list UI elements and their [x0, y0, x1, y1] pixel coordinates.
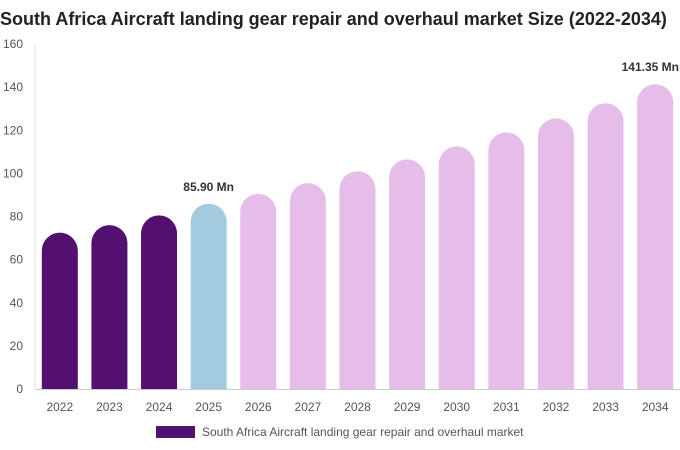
legend-label: South Africa Aircraft landing gear repai… [202, 425, 524, 439]
x-axis: 2022 2023 2024 2025 2026 2027 2028 2029 2030 2031… [35, 389, 680, 414]
y-tick-label: 60 [10, 253, 24, 267]
bar-2027[interactable] [289, 183, 326, 389]
y-tick-label: 160 [3, 37, 23, 51]
y-tick-label: 140 [3, 80, 23, 94]
y-tick-label: 40 [10, 296, 24, 310]
x-tick-label: 2029 [394, 400, 421, 414]
y-tick-label: 20 [10, 339, 24, 353]
bar-2030[interactable] [438, 146, 475, 389]
x-tick-label: 2030 [443, 400, 470, 414]
bar-2031[interactable] [488, 132, 525, 390]
bar-2024[interactable] [141, 215, 178, 389]
bar-2025[interactable] [190, 203, 227, 389]
y-tick-label: 80 [10, 210, 24, 224]
x-tick-label: 2026 [245, 400, 272, 414]
legend[interactable]: South Africa Aircraft landing gear repai… [156, 425, 524, 439]
bar-2029[interactable] [389, 159, 426, 389]
bar-2026[interactable] [240, 193, 277, 389]
x-tick-label: 2024 [146, 400, 173, 414]
y-axis: 0 20 40 60 80 100 120 140 160 [3, 37, 36, 396]
x-tick-label: 2031 [493, 400, 520, 414]
y-tick-label: 120 [3, 123, 23, 137]
data-label-2025: 85.90 Mn [183, 180, 234, 194]
bar-2028[interactable] [339, 171, 376, 389]
x-tick-label: 2028 [344, 400, 371, 414]
data-label-2034: 141.35 Mn [622, 60, 679, 74]
x-tick-label: 2023 [96, 400, 123, 414]
x-tick-label: 2025 [195, 400, 222, 414]
bar-2032[interactable] [537, 118, 574, 389]
legend-swatch [156, 426, 195, 438]
y-tick-label: 100 [3, 166, 23, 180]
bar-2033[interactable] [587, 103, 624, 389]
chart-title: South Africa Aircraft landing gear repai… [0, 9, 667, 29]
x-tick-label: 2032 [543, 400, 570, 414]
bar-2022[interactable] [41, 232, 78, 389]
data-labels: 85.90 Mn 141.35 Mn [183, 60, 679, 194]
x-tick-label: 2033 [592, 400, 619, 414]
bar-2023[interactable] [91, 225, 128, 389]
bars [41, 84, 674, 390]
bar-2034[interactable] [637, 84, 674, 390]
x-tick-label: 2022 [46, 400, 73, 414]
x-tick-label: 2034 [642, 400, 669, 414]
y-tick-label: 0 [16, 382, 23, 396]
x-tick-label: 2027 [295, 400, 322, 414]
